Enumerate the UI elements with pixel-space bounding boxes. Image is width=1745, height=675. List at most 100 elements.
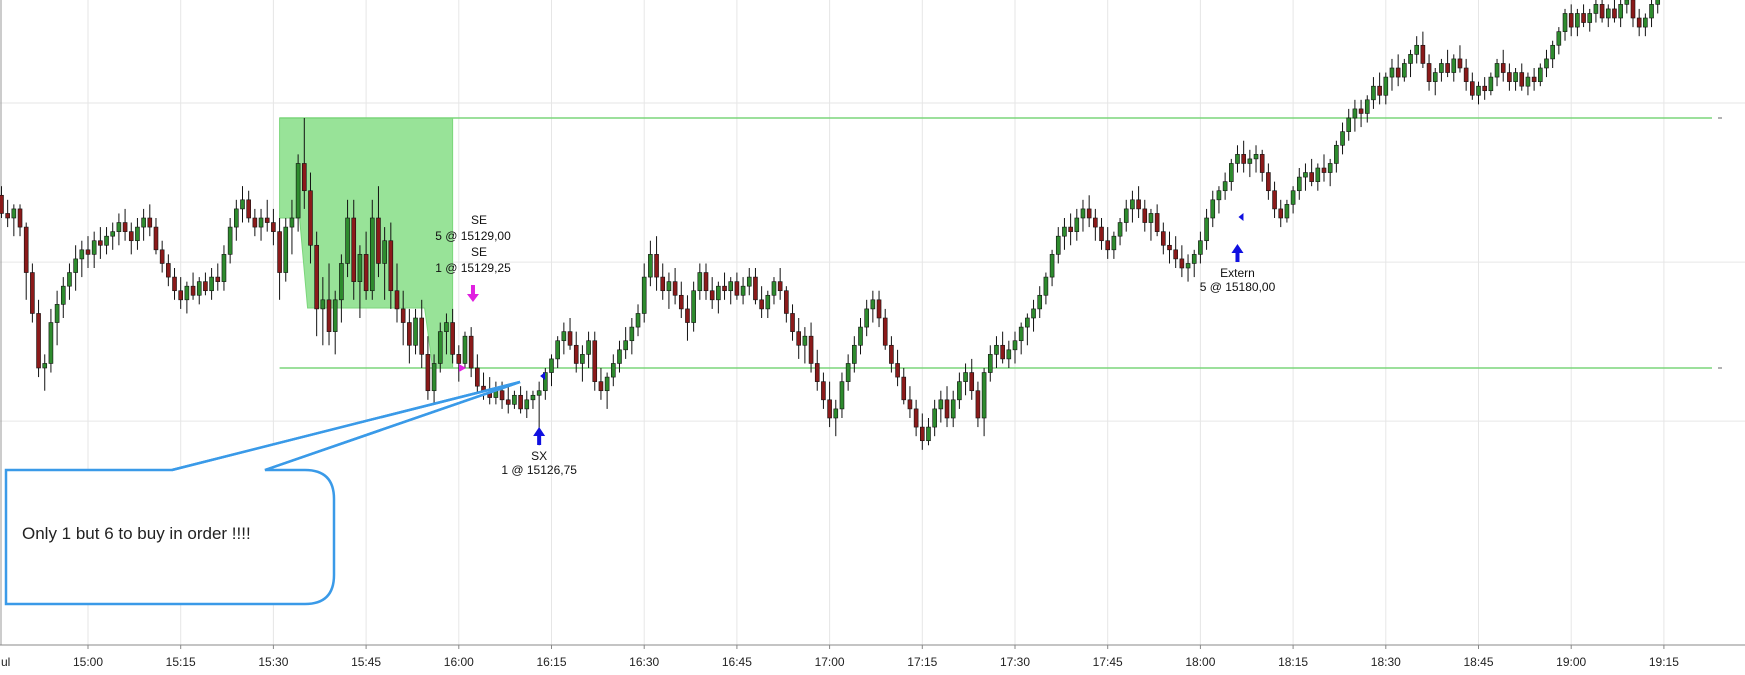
candle-body [147,217,153,228]
candle-body [716,285,721,301]
candle-body [672,281,678,296]
candle-body [1630,0,1636,19]
candle-body [135,226,140,242]
candle-body [1507,72,1512,82]
candle-body [1278,208,1284,219]
candle-body [1643,17,1648,28]
candle-body [1562,13,1568,32]
candle-body [1136,199,1141,210]
candle-body [870,299,876,310]
candle-body [858,326,863,346]
candle-body [110,231,116,237]
candle-body [1445,63,1450,73]
candle-body [926,426,931,442]
buy-arrow-icon [533,427,546,445]
candle-body [1161,231,1166,246]
candle-body [771,281,777,296]
candle-body [1420,44,1426,64]
candle-body [320,299,326,310]
axis-tick-label: 16:15 [536,655,566,669]
candle-body [524,399,530,410]
candle-body [499,390,505,401]
candle-body [437,331,443,364]
candle-body [1043,276,1049,296]
trade-label: 1 @ 15126,75 [501,463,577,477]
candle-body [308,190,313,246]
trade-label: SE [471,245,487,259]
candle-body [128,231,134,242]
candle-body [610,363,616,378]
candle-body [666,281,672,292]
candle-body [833,408,839,419]
axis-tick-label: 18:30 [1371,655,1401,669]
candle-body [1352,108,1358,119]
candle-body [468,335,474,369]
candle-body [178,290,183,301]
axis-left-edge-label: ul [1,655,10,669]
trade-label: 5 @ 15129,00 [435,229,511,243]
candle-body [790,313,795,332]
candle-body [30,272,35,314]
candle-body [48,322,54,364]
candle-body [227,226,233,255]
candle-body [796,331,802,346]
candle-body [814,363,820,382]
time-axis: 15:00 15:15 15:30 15:45 16:00 16:15 16:30 16:45… [0,644,1745,669]
candle-body [1618,4,1623,19]
exit-tick-icon [540,372,546,380]
candle-body [827,399,832,419]
candle-body [549,358,554,373]
candle-body [5,213,10,219]
candle-body [1068,226,1073,232]
candle-body [1290,190,1296,205]
candle-body [765,294,771,310]
candle-body [36,313,41,369]
callout-bubble [4,380,521,606]
candle-body [1259,154,1265,173]
candle-body [1470,81,1475,96]
candle-body [1229,163,1234,182]
candle-body [1247,158,1253,164]
candle-body [975,390,981,419]
axis-tick-label: 17:30 [1000,655,1030,669]
candle-body [1284,204,1290,219]
candle-body [122,222,128,232]
candle-body [1550,44,1555,60]
candle-body [722,285,727,292]
candle-body [1426,63,1432,82]
trade-markers: SE 5 @ 15129,00 SE 1 @ 15129,25 SX1 @ 15126,… [435,213,1276,477]
candle-body [697,272,703,292]
candle-body [11,208,17,219]
axis-tick-label: 16:45 [722,655,752,669]
candle-body [728,281,734,292]
candle-body [17,208,23,228]
candle-body [635,313,641,328]
candle-body [641,276,647,314]
candle-body [91,240,97,255]
candle-body [876,299,882,319]
candle-body [1000,344,1005,360]
candle-body [1568,13,1574,28]
axis-tick-label: 17:00 [815,655,845,669]
candle-body [419,317,425,355]
candle-body [444,322,449,332]
candle-body [1037,294,1043,310]
candle-body [1457,58,1463,69]
candle-body [555,340,560,360]
candle-body [1222,181,1228,192]
callout-pointer-right [264,380,521,472]
axis-tick-label: 15:15 [166,655,196,669]
candle-body [1432,72,1438,82]
candle-body [1049,254,1055,278]
candle-body [1488,76,1494,92]
candle-body [314,244,319,310]
axis-tick-label: 19:15 [1649,655,1679,669]
candle-body [1031,308,1036,319]
candle-body [709,290,715,301]
candle-body [407,322,412,346]
candle-body [42,363,48,369]
candle-body [1117,222,1123,237]
candle-body [994,344,999,355]
candle-body [104,235,109,246]
candle-body [1123,208,1129,223]
